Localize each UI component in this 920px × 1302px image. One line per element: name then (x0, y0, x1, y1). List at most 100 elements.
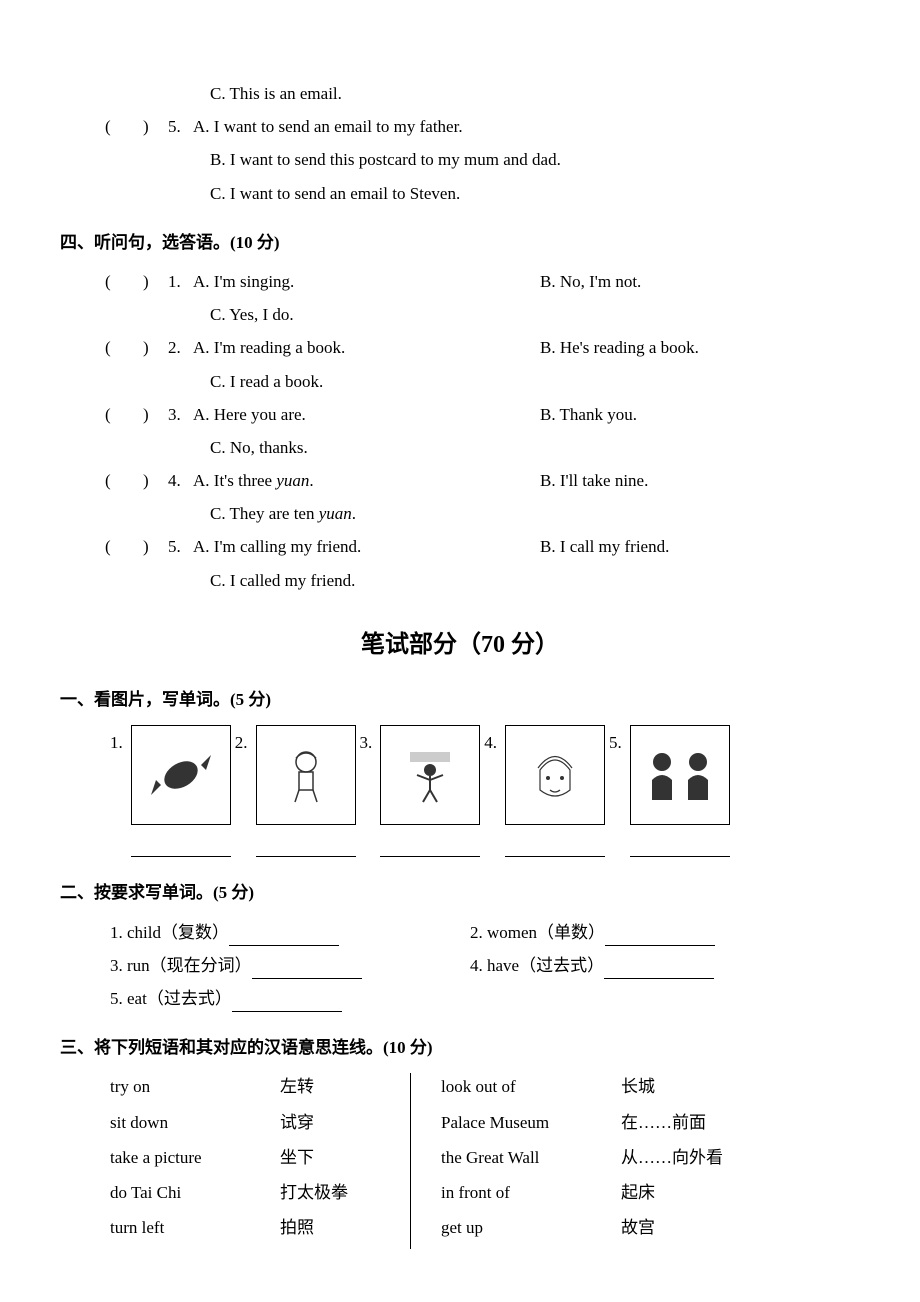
pic5-num: 5. (609, 725, 626, 756)
pic1-box (131, 725, 231, 825)
w2-5: 5. eat（过去式） (110, 985, 470, 1012)
w2-4-blank[interactable] (604, 961, 714, 979)
picture-row: 1. 2. 3. (110, 725, 860, 857)
s4-q4-b: B. I'll take nine. (540, 467, 860, 494)
m-r-zh-4: 故宫 (621, 1214, 860, 1241)
s4-q4-num: 4. (168, 467, 193, 494)
s4-q3-num: 3. (168, 401, 193, 428)
s4-q2-c: C. I read a book. (210, 368, 860, 395)
s4-q3-b: B. Thank you. (540, 401, 860, 428)
pic1-group (131, 725, 231, 857)
w2-2-blank[interactable] (605, 928, 715, 946)
s4-q4-a-italic: yuan (276, 471, 309, 490)
s4-q5-b: B. I call my friend. (540, 533, 860, 560)
match-row: try on sit down take a picture do Tai Ch… (110, 1073, 860, 1249)
pic5-blank[interactable] (630, 833, 730, 857)
m-l-zh-3: 打太极拳 (280, 1179, 410, 1206)
w2-5-blank[interactable] (232, 994, 342, 1012)
q5-option-b: B. I want to send this postcard to my mu… (210, 146, 860, 173)
w2-2: 2. women（单数） (470, 919, 860, 946)
m-l-zh-1: 试穿 (280, 1109, 410, 1136)
pic2-box (256, 725, 356, 825)
paren-open (105, 117, 111, 136)
section-w1-title: 一、看图片，写单词。(5 分) (60, 686, 860, 713)
pic2-group (256, 725, 356, 857)
m-l-en-3: do Tai Chi (110, 1179, 280, 1206)
match-left-zh: 左转 试穿 坐下 打太极拳 拍照 (280, 1073, 410, 1249)
q5-option-a: A. I want to send an email to my father. (193, 113, 860, 140)
m-l-en-1: sit down (110, 1109, 280, 1136)
match-left-en: try on sit down take a picture do Tai Ch… (110, 1073, 280, 1249)
pic4-num: 4. (484, 725, 501, 756)
paren-close (143, 117, 149, 136)
s4-q5-num: 5. (168, 533, 193, 560)
pic4-blank[interactable] (505, 833, 605, 857)
m-l-en-4: turn left (110, 1214, 280, 1241)
m-l-en-0: try on (110, 1073, 280, 1100)
pic4-group (505, 725, 605, 857)
m-r-en-3: in front of (441, 1179, 621, 1206)
s4-q4-a-pre: A. It's three (193, 471, 276, 490)
m-r-en-0: look out of (441, 1073, 621, 1100)
s4-q1-a: A. I'm singing. (193, 268, 540, 295)
m-l-en-2: take a picture (110, 1144, 280, 1171)
pic1-blank[interactable] (131, 833, 231, 857)
m-r-zh-2: 从……向外看 (621, 1144, 860, 1171)
word-forms: 1. child（复数） 2. women（单数） 3. run（现在分词） 4… (110, 919, 860, 1013)
s4-q4: 4. A. It's three yuan. B. I'll take nine… (60, 467, 860, 494)
pic2-num: 2. (235, 725, 252, 756)
dancer-icon (395, 740, 465, 810)
girl-icon (271, 740, 341, 810)
s4-q5: 5. A. I'm calling my friend. B. I call m… (60, 533, 860, 560)
candy-icon (146, 740, 216, 810)
pic1-num: 1. (110, 725, 127, 756)
m-r-zh-0: 长城 (621, 1073, 860, 1100)
pic5-box (630, 725, 730, 825)
s4-q4-c-italic: yuan (319, 504, 352, 523)
men-icon (640, 740, 720, 810)
prior-question-option-c: C. This is an email. (210, 80, 860, 107)
section-w3-title: 三、将下列短语和其对应的汉语意思连线。(10 分) (60, 1034, 860, 1061)
s4-q1-b: B. No, I'm not. (540, 268, 860, 295)
prior-q5-row: 5. A. I want to send an email to my fath… (60, 113, 860, 140)
pic3-blank[interactable] (380, 833, 480, 857)
w2-4: 4. have（过去式） (470, 952, 860, 979)
w2-1-blank[interactable] (229, 928, 339, 946)
s4-q1-num: 1. (168, 268, 193, 295)
s4-q1-c: C. Yes, I do. (210, 301, 860, 328)
s4-q4-c: C. They are ten yuan. (210, 500, 860, 527)
q5-number: 5. (168, 113, 193, 140)
section-w2-title: 二、按要求写单词。(5 分) (60, 879, 860, 906)
m-r-en-1: Palace Museum (441, 1109, 621, 1136)
s4-q5-a: A. I'm calling my friend. (193, 533, 540, 560)
w2-3-blank[interactable] (252, 961, 362, 979)
s4-q3-a: A. Here you are. (193, 401, 540, 428)
pic4-box (505, 725, 605, 825)
w2-3: 3. run（现在分词） (110, 952, 470, 979)
s4-q4-a-tail: . (309, 471, 313, 490)
m-l-zh-4: 拍照 (280, 1214, 410, 1241)
s4-q2-a: A. I'm reading a book. (193, 334, 540, 361)
m-r-en-2: the Great Wall (441, 1144, 621, 1171)
s4-q3: 3. A. Here you are. B. Thank you. (60, 401, 860, 428)
pic2-blank[interactable] (256, 833, 356, 857)
pic3-group (380, 725, 480, 857)
m-l-zh-2: 坐下 (280, 1144, 410, 1171)
s4-q3-c: C. No, thanks. (210, 434, 860, 461)
s4-q2-b: B. He's reading a book. (540, 334, 860, 361)
s4-q4-c-tail: . (352, 504, 356, 523)
m-r-zh-3: 起床 (621, 1179, 860, 1206)
pic3-box (380, 725, 480, 825)
s4-q4-c-pre: C. They are ten (210, 504, 319, 523)
m-r-zh-1: 在……前面 (621, 1109, 860, 1136)
written-part-title: 笔试部分（70 分） (60, 626, 860, 664)
match-divider (410, 1073, 411, 1249)
match-right-zh: 长城 在……前面 从……向外看 起床 故宫 (621, 1073, 860, 1249)
pic5-group (630, 725, 730, 857)
face-icon (520, 740, 590, 810)
pic3-num: 3. (360, 725, 377, 756)
m-r-en-4: get up (441, 1214, 621, 1241)
section4-title: 四、听问句，选答语。(10 分) (60, 229, 860, 256)
m-l-zh-0: 左转 (280, 1073, 410, 1100)
s4-q2-num: 2. (168, 334, 193, 361)
